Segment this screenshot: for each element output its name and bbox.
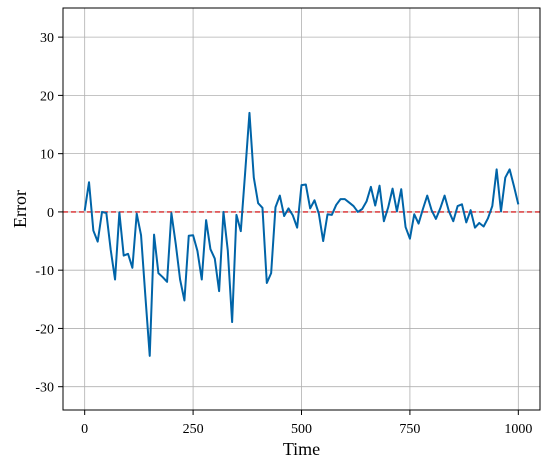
x-tick-label: 0 [81,422,88,437]
error-series-line [83,111,520,357]
series-layer [83,111,520,357]
x-tick-label: 250 [183,422,204,437]
x-tick-label: 500 [291,422,312,437]
y-tick-label: -10 [35,264,54,279]
y-axis-label: Error [10,190,30,228]
axis-ticks: 0 250 500 750 1000 -30 -20 -10 0 10 20 30 [35,31,532,437]
x-tick-label: 1000 [504,422,532,437]
y-tick-label: 30 [40,31,54,46]
y-tick-label: 10 [40,148,54,163]
x-tick-label: 750 [399,422,420,437]
y-tick-label: 0 [47,206,54,221]
y-tick-label: -30 [35,381,54,396]
x-axis-label: Time [283,439,320,459]
y-tick-label: 20 [40,89,54,104]
grid-lines [63,8,540,410]
y-tick-label: -20 [35,322,54,337]
